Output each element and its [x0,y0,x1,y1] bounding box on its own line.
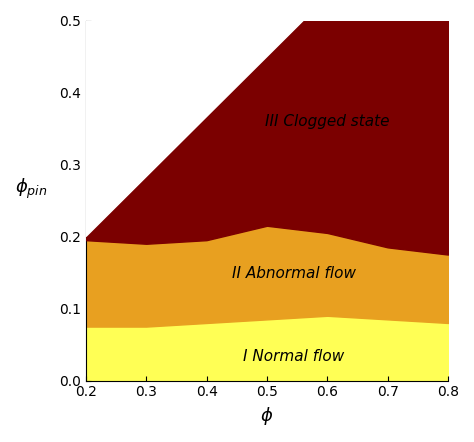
Text: I Normal flow: I Normal flow [244,349,345,364]
X-axis label: $\phi$: $\phi$ [260,405,273,427]
Text: II Abnormal flow: II Abnormal flow [232,267,356,282]
Text: III Clogged state: III Clogged state [265,114,390,129]
Y-axis label: $\phi_{pin}$: $\phi_{pin}$ [15,176,47,201]
Polygon shape [86,20,303,236]
